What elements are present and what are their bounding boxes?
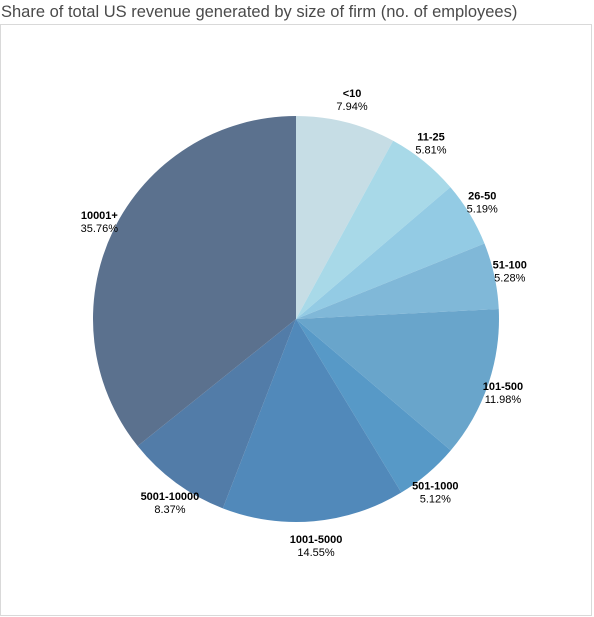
slice-label-name: 101-500 <box>483 381 523 393</box>
slice-label-name: 5001-10000 <box>141 491 200 503</box>
slice-label-name: 26-50 <box>468 191 496 203</box>
slice-label-lt-10: <107.94% <box>336 88 367 113</box>
chart-title: Share of total US revenue generated by s… <box>1 3 518 21</box>
slice-label-name: 1001-5000 <box>290 534 343 546</box>
slice-label-value: 7.94% <box>336 101 367 113</box>
slice-label-10001-plus: 10001+35.76% <box>81 210 119 235</box>
slice-label-value: 11.98% <box>485 394 522 406</box>
slice-label-name: <10 <box>343 88 362 100</box>
slice-label-11-25: 11-255.81% <box>415 132 446 157</box>
pie-slice-5001-10000[interactable] <box>137 319 296 509</box>
pie-slice-501-1000[interactable] <box>296 319 451 493</box>
slice-label-value: 14.55% <box>297 547 335 559</box>
slice-label-value: 5.28% <box>494 273 525 285</box>
slice-label-26-50: 26-505.19% <box>467 191 498 216</box>
slice-label-value: 8.37% <box>154 504 185 516</box>
slice-label-value: 35.76% <box>81 223 119 235</box>
slice-label-value: 5.12% <box>420 494 451 506</box>
slice-label-name: 11-25 <box>417 132 445 144</box>
pie-slice-10001-plus[interactable] <box>92 116 296 447</box>
pie-slice-51-100[interactable] <box>296 243 499 319</box>
pie-slices <box>92 116 499 522</box>
pie-slice-11-25[interactable] <box>296 140 451 319</box>
slice-label-name: 501-1000 <box>412 481 459 493</box>
slice-label-value: 5.81% <box>415 145 446 157</box>
pie-slice-1001-5000[interactable] <box>222 319 402 522</box>
pie-slice-101-500[interactable] <box>296 309 499 451</box>
chart-frame <box>0 24 592 616</box>
pie-slice-26-50[interactable] <box>296 187 485 319</box>
slice-label-name: 51-100 <box>493 260 527 272</box>
slice-label-value: 5.19% <box>467 204 498 216</box>
pie-slice-lt-10[interactable] <box>296 116 394 319</box>
slice-label-name: 10001+ <box>81 210 118 222</box>
